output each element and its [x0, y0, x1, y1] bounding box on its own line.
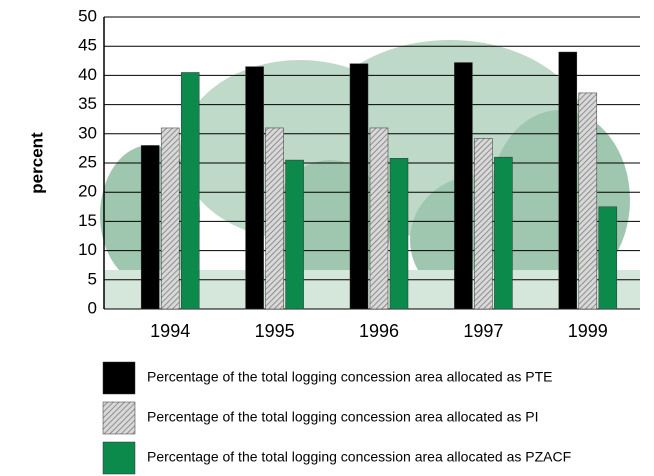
bar — [369, 127, 389, 310]
bar — [454, 62, 473, 310]
y-axis-label: percent — [27, 132, 46, 194]
y-tick-label: 0 — [88, 298, 97, 317]
bar — [389, 158, 409, 310]
y-tick-label: 30 — [78, 123, 97, 142]
bar — [474, 138, 493, 310]
y-tick-label: 25 — [78, 152, 97, 171]
x-tick-label: 1994 — [150, 321, 190, 341]
bar — [494, 156, 513, 310]
legend-swatch — [102, 441, 136, 475]
legend-label: Percentage of the total logging concessi… — [147, 369, 552, 385]
y-tick-label: 45 — [78, 36, 97, 55]
y-tick-label: 15 — [78, 211, 97, 230]
bar — [245, 66, 264, 310]
bar — [285, 159, 304, 310]
bar — [160, 127, 180, 310]
legend-swatch — [102, 401, 136, 435]
y-tick-label: 5 — [88, 269, 97, 288]
legend-swatch — [102, 361, 136, 395]
bar — [598, 206, 618, 310]
y-tick-label: 20 — [78, 182, 97, 201]
legend-label: Percentage of the total logging concessi… — [147, 449, 571, 465]
bar — [180, 72, 200, 310]
bar — [558, 51, 578, 310]
x-tick-label: 1995 — [255, 321, 295, 341]
x-tick-label: 1999 — [568, 321, 608, 341]
x-tick-label: 1997 — [463, 321, 503, 341]
bar — [140, 145, 160, 310]
x-tick-label: 1996 — [359, 321, 399, 341]
bar — [349, 63, 369, 310]
bar — [265, 127, 284, 310]
y-tick-label: 50 — [78, 6, 97, 25]
y-tick-label: 10 — [78, 240, 97, 259]
y-tick-label: 40 — [78, 65, 97, 84]
legend-label: Percentage of the total logging concessi… — [147, 409, 538, 425]
bar — [578, 92, 598, 310]
y-tick-label: 35 — [78, 94, 97, 113]
